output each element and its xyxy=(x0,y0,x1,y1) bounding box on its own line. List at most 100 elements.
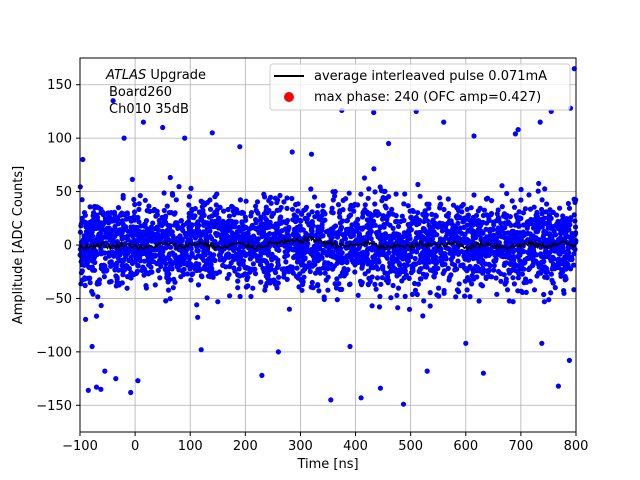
legend-box xyxy=(269,63,571,111)
scatter-point xyxy=(162,266,168,273)
scatter-point xyxy=(309,226,315,232)
scatter-point xyxy=(226,213,232,219)
scatter-point xyxy=(92,259,98,266)
scatter-point xyxy=(540,234,546,241)
scatter-point xyxy=(423,249,429,255)
scatter-point xyxy=(186,194,193,200)
scatter-point xyxy=(511,247,517,253)
scatter-point xyxy=(493,275,499,281)
scatter-point-outlier xyxy=(463,340,469,346)
scatter-point xyxy=(100,226,106,232)
scatter-point xyxy=(428,231,434,237)
scatter-point xyxy=(142,223,148,229)
scatter-point xyxy=(176,184,182,190)
scatter-point xyxy=(173,197,179,203)
scatter-point xyxy=(494,291,500,297)
scatter-point xyxy=(443,234,449,240)
scatter-point xyxy=(343,230,349,236)
scatter-point xyxy=(314,210,320,216)
y-axis-label: Amplitude [ADC Counts] xyxy=(11,166,26,324)
scatter-point xyxy=(236,260,242,266)
scatter-point xyxy=(213,202,219,208)
scatter-point xyxy=(509,198,515,204)
scatter-point xyxy=(385,280,391,286)
scatter-point xyxy=(420,313,426,319)
scatter-point xyxy=(152,226,158,232)
scatter-point xyxy=(414,291,420,298)
scatter-point xyxy=(231,265,237,271)
scatter-point xyxy=(87,280,93,286)
scatter-point xyxy=(161,207,167,214)
scatter-point xyxy=(417,276,423,282)
scatter-point xyxy=(228,218,234,224)
scatter-point xyxy=(500,252,506,258)
scatter-point xyxy=(290,217,296,223)
scatter-point xyxy=(478,228,484,234)
x-tick-label: −100 xyxy=(62,439,98,454)
scatter-point xyxy=(254,199,261,205)
scatter-point xyxy=(271,235,277,241)
scatter-point xyxy=(284,217,291,224)
scatter-point xyxy=(295,208,301,214)
scatter-point xyxy=(198,198,204,204)
scatter-points xyxy=(77,66,579,407)
scatter-point xyxy=(486,261,492,267)
scatter-point xyxy=(324,252,330,258)
x-tick-label: 500 xyxy=(398,439,423,454)
scatter-point xyxy=(510,266,517,272)
scatter-point xyxy=(167,257,173,263)
scatter-point xyxy=(375,234,381,240)
scatter-point xyxy=(312,249,318,255)
scatter-point xyxy=(207,206,214,212)
scatter-point xyxy=(345,267,351,273)
scatter-point xyxy=(376,229,382,235)
scatter-point xyxy=(160,234,166,240)
scatter-point xyxy=(486,267,492,273)
scatter-point xyxy=(334,234,341,240)
scatter-point xyxy=(286,269,292,275)
scatter-point xyxy=(361,236,367,242)
scatter-point xyxy=(226,223,232,229)
scatter-point xyxy=(136,201,142,207)
scatter-point xyxy=(510,275,516,281)
scatter-point xyxy=(188,262,194,268)
scatter-point xyxy=(377,293,383,300)
scatter-point xyxy=(112,218,119,224)
scatter-point xyxy=(339,270,345,276)
scatter-point xyxy=(263,269,269,275)
scatter-point xyxy=(543,269,549,275)
scatter-point xyxy=(404,262,410,268)
scatter-point xyxy=(233,219,239,225)
scatter-point xyxy=(210,274,216,280)
scatter-point xyxy=(250,285,256,291)
scatter-point xyxy=(253,220,259,226)
scatter-point xyxy=(332,230,338,236)
scatter-point xyxy=(330,197,336,203)
scatter-point xyxy=(364,209,370,215)
scatter-point xyxy=(380,213,386,219)
scatter-point xyxy=(231,212,237,218)
scatter-point xyxy=(189,271,195,278)
scatter-point xyxy=(364,257,371,263)
scatter-point xyxy=(223,235,230,241)
scatter-point xyxy=(509,261,515,267)
scatter-point xyxy=(412,287,419,293)
scatter-point xyxy=(369,274,375,280)
scatter-point xyxy=(413,230,420,236)
scatter-point-outlier xyxy=(85,387,91,393)
scatter-point xyxy=(534,252,540,258)
scatter-point xyxy=(237,197,243,203)
scatter-point xyxy=(178,274,184,280)
scatter-point xyxy=(555,236,562,243)
scatter-point xyxy=(359,265,365,271)
scatter-point xyxy=(416,234,422,240)
scatter-point xyxy=(452,262,458,268)
scatter-point xyxy=(103,234,109,240)
scatter-point xyxy=(125,250,131,256)
scatter-point xyxy=(89,229,95,235)
scatter-point-outlier xyxy=(209,130,215,136)
scatter-point xyxy=(403,272,409,278)
scatter-point xyxy=(393,213,399,219)
scatter-point xyxy=(509,228,515,234)
